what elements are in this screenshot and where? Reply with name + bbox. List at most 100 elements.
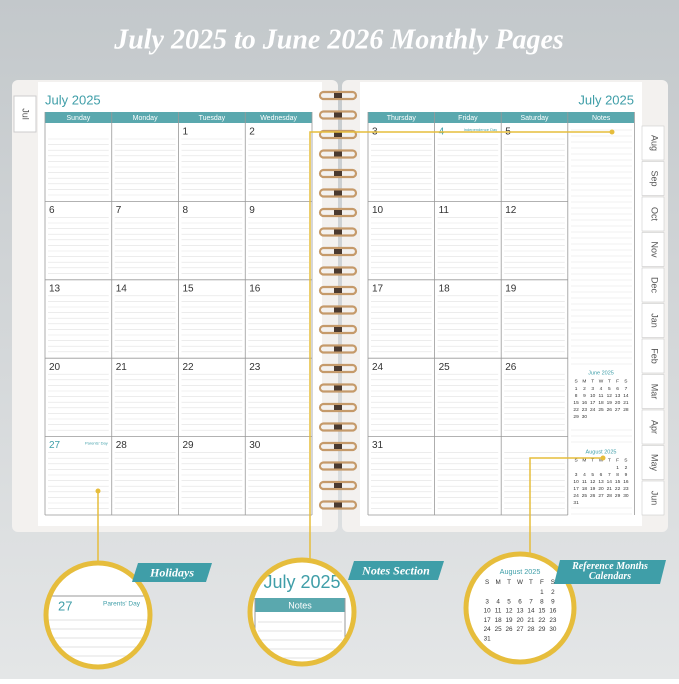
mini-date: 26 [506, 626, 514, 633]
mini-date: 27 [615, 407, 621, 413]
mini-date: 4 [600, 386, 603, 392]
mini-date: 12 [590, 479, 596, 485]
page-month: July 2025 [578, 92, 634, 107]
weekday: Sunday [67, 115, 91, 122]
mini-date: 7 [608, 472, 611, 478]
mini-date: 2 [583, 386, 586, 392]
mini-date: 23 [549, 617, 557, 624]
mini-date: 17 [484, 617, 492, 624]
date: 2 [249, 127, 255, 138]
coil-hole [334, 483, 342, 488]
left-page [38, 82, 322, 526]
coil-hole [334, 229, 342, 235]
tab [641, 409, 665, 445]
mini-date: 14 [527, 608, 535, 615]
tab-label: Oct [650, 207, 660, 222]
mini-date: 22 [615, 486, 621, 492]
tab [641, 445, 665, 480]
zoom-month: July 2025 [263, 572, 340, 592]
mini-weekday: M [582, 378, 586, 384]
mini-weekday: S [485, 579, 489, 586]
date: 24 [372, 362, 384, 373]
callout-banner [132, 563, 212, 582]
date: 19 [505, 283, 517, 294]
date: 21 [116, 362, 128, 373]
mini-date: 3 [575, 472, 578, 478]
tab [641, 161, 665, 196]
coil [318, 402, 358, 413]
mini-date: 4 [583, 472, 586, 478]
mini-date: 12 [607, 393, 613, 399]
mini-date: 1 [540, 589, 544, 596]
mini-date: 15 [615, 479, 621, 485]
mini-date: 17 [590, 400, 596, 406]
weekday: Thursday [387, 115, 417, 122]
coil-hole [334, 171, 342, 176]
zoom-holiday: Parents' Day [103, 601, 141, 608]
mini-date: 16 [549, 608, 557, 615]
mini-weekday: F [616, 457, 619, 463]
mini-date: 1 [616, 465, 619, 471]
coil [318, 441, 358, 452]
coil [318, 266, 358, 276]
mini-date: 15 [538, 608, 546, 615]
tab [641, 232, 665, 267]
tab-label: May [650, 454, 660, 472]
mini-date: 6 [518, 598, 522, 605]
tab [641, 374, 665, 409]
mini-weekday: W [599, 457, 604, 463]
mini-date: 23 [623, 486, 629, 492]
coil [318, 188, 358, 198]
weekday: Monday [133, 115, 158, 122]
tab-label: Sep [650, 170, 660, 186]
tab-label: Aug [650, 135, 660, 151]
coil [318, 480, 358, 491]
coil-hole [334, 385, 342, 391]
mini-date: 25 [598, 407, 604, 413]
mini-date: 15 [573, 400, 579, 406]
coil [318, 110, 358, 120]
coil-hole [334, 502, 342, 508]
mini-weekday: W [517, 579, 523, 586]
mini-date: 12 [506, 608, 514, 615]
mini-date: 5 [507, 598, 511, 605]
mini-date: 2 [625, 465, 628, 471]
mini-date: 11 [599, 393, 604, 399]
coil-hole [334, 424, 342, 430]
mini-date: 31 [573, 500, 579, 506]
mini-date: 20 [516, 617, 524, 624]
mini-bg [570, 368, 632, 426]
connector-dot [95, 488, 101, 494]
mini-date: 27 [598, 493, 604, 499]
mini-date: 13 [615, 393, 621, 399]
weekday: Tuesday [199, 115, 226, 122]
date: 17 [372, 283, 384, 294]
mini-date: 5 [591, 472, 594, 478]
coil [318, 363, 358, 374]
page-month: July 2025 [45, 92, 101, 107]
coil [318, 246, 358, 257]
date: 30 [249, 440, 261, 451]
mini-date: 26 [590, 493, 596, 499]
zoom-ring [463, 551, 577, 665]
weekday: Wednesday [260, 115, 297, 122]
content: Jul July 2025 July 2025 Sunday Monday Tuesday… [21, 90, 666, 670]
mini-weekday: F [616, 378, 619, 384]
zoom-date: 27 [58, 598, 72, 613]
mini-date: 19 [607, 400, 613, 406]
headline: July 2025 to June 2026 Monthly Pages [113, 24, 564, 55]
coil-hole [334, 405, 342, 410]
mini-date: 9 [583, 393, 586, 399]
tab-label: Apr [650, 420, 660, 434]
mini-date: 27 [516, 626, 524, 633]
coil [318, 149, 358, 159]
coil-hole [334, 463, 342, 469]
date: 1 [183, 127, 189, 138]
mini-weekday: M [582, 457, 586, 463]
mini-date: 16 [582, 400, 588, 406]
mini-weekday: S [574, 378, 577, 384]
coil-hole [334, 151, 342, 157]
mini-date: 13 [598, 479, 604, 485]
